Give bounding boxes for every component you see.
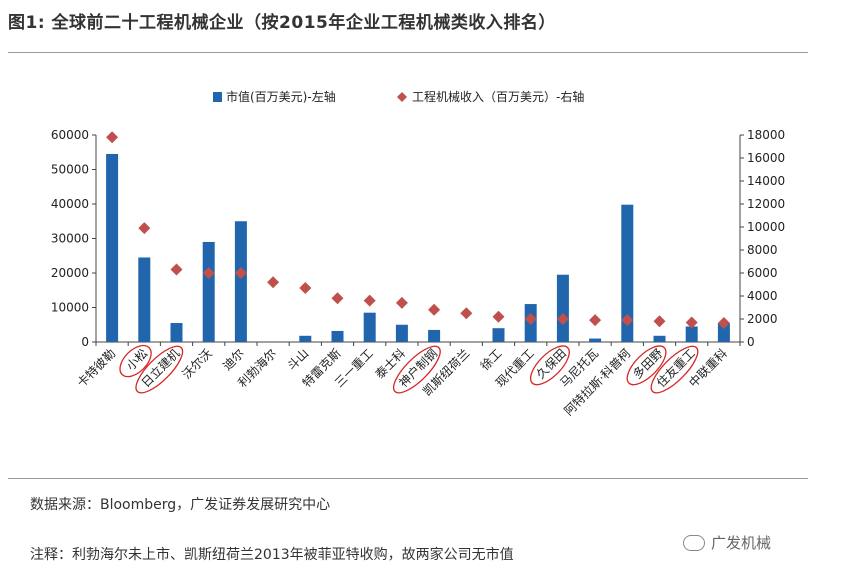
source-rule — [8, 478, 808, 479]
highlight-circle — [119, 344, 152, 378]
bar-market-cap — [621, 204, 634, 342]
bar-market-cap — [331, 330, 344, 342]
legend-marker-label: 工程机械收入（百万美元）-右轴 — [412, 89, 584, 104]
top-rule — [8, 52, 808, 53]
marker-revenue — [106, 131, 119, 144]
marker-revenue — [653, 315, 666, 328]
x-tick-label: 沃尔沃 — [179, 346, 215, 382]
marker-revenue — [299, 281, 312, 294]
bar-market-cap — [685, 326, 698, 342]
bar-market-cap — [395, 324, 408, 342]
y-left-tick-label: 20000 — [51, 266, 89, 280]
bar-market-cap — [589, 338, 602, 342]
legend: 市值(百万美元)-左轴 工程机械收入（百万美元）-右轴 — [213, 89, 584, 104]
marker-series — [106, 131, 730, 330]
bar-market-cap — [717, 323, 730, 342]
highlight-circle — [626, 345, 667, 386]
marker-revenue — [170, 263, 183, 276]
marker-revenue — [428, 303, 441, 316]
bar-market-cap — [653, 335, 666, 342]
y-left-tick-label: 40000 — [51, 197, 89, 211]
marker-revenue — [492, 310, 505, 323]
watermark: 广发机械 — [683, 532, 771, 553]
y-left-tick-label: 60000 — [51, 128, 89, 142]
bar-market-cap — [428, 329, 441, 342]
marker-revenue — [267, 276, 280, 289]
bar-market-cap — [234, 221, 247, 342]
wechat-icon — [683, 535, 705, 551]
y-right-tick-label: 10000 — [747, 220, 785, 234]
highlight-circle — [529, 345, 570, 386]
y-left-tick-label: 30000 — [51, 232, 89, 246]
marker-revenue — [202, 267, 215, 279]
legend-marker-swatch — [397, 92, 407, 102]
marker-revenue — [621, 314, 634, 327]
note-text: 注释：利勃海尔未上市、凯斯纽荷兰2013年被菲亚特收购，故两家公司无市值 — [30, 547, 514, 563]
bar-market-cap — [556, 274, 569, 342]
bar-series — [106, 153, 730, 342]
bar-market-cap — [492, 328, 505, 342]
legend-bar-label: 市值(百万美元)-左轴 — [226, 89, 336, 104]
marker-revenue — [589, 314, 602, 327]
x-tick-label: 迪尔 — [219, 346, 247, 374]
x-tick-label: 卡特彼勒 — [74, 346, 119, 391]
marker-revenue — [717, 317, 730, 330]
y-right-tick-label: 0 — [747, 335, 755, 349]
bar-market-cap — [170, 323, 183, 342]
x-tick-label: 小松 — [124, 346, 151, 373]
y-right-tick-label: 12000 — [747, 197, 785, 211]
bar-market-cap — [363, 312, 376, 342]
highlight-circle — [392, 345, 441, 394]
y-right-tick-label: 4000 — [747, 289, 778, 303]
highlight-circle — [135, 345, 184, 394]
bar-market-cap — [299, 335, 312, 342]
marker-revenue — [234, 267, 247, 279]
y-right-tick-label: 16000 — [747, 151, 785, 165]
x-tick-label: 徐工 — [477, 346, 505, 374]
legend-bar-swatch — [213, 92, 222, 102]
bar-market-cap — [202, 241, 215, 342]
marker-revenue — [363, 294, 376, 307]
marker-revenue — [556, 313, 569, 325]
y-left-tick-label: 50000 — [51, 163, 89, 177]
marker-revenue — [331, 292, 344, 305]
y-right-tick-label: 6000 — [747, 266, 778, 280]
x-tick-label: 斗山 — [285, 346, 312, 373]
bar-market-cap — [138, 257, 151, 342]
y-right-tick-label: 2000 — [747, 312, 778, 326]
source-text: 数据来源：Bloomberg，广发证券发展研究中心 — [30, 497, 331, 513]
marker-revenue — [685, 316, 698, 329]
y-right-tick-label: 14000 — [747, 174, 785, 188]
figure-title: 图1: 全球前二十工程机械企业（按2015年企业工程机械类收入排名） — [8, 13, 556, 33]
marker-revenue — [138, 222, 151, 235]
y-right-tick-label: 18000 — [747, 128, 785, 142]
y-right-tick-label: 8000 — [747, 243, 778, 257]
marker-revenue — [395, 296, 408, 309]
watermark-text: 广发机械 — [711, 534, 772, 552]
marker-revenue — [460, 307, 473, 320]
axes: 0 10000 20000 30000 40000 50000 60000 0 2000 4000… — [51, 128, 785, 349]
combo-chart: 市值(百万美元)-左轴 工程机械收入（百万美元）-右轴 0100002000030… — [51, 89, 785, 418]
bar-market-cap — [106, 153, 119, 342]
marker-revenue — [524, 313, 537, 325]
y-left-tick-label: 0 — [81, 335, 89, 349]
y-left-tick-label: 10000 — [51, 301, 89, 315]
highlight-circle — [650, 345, 699, 394]
